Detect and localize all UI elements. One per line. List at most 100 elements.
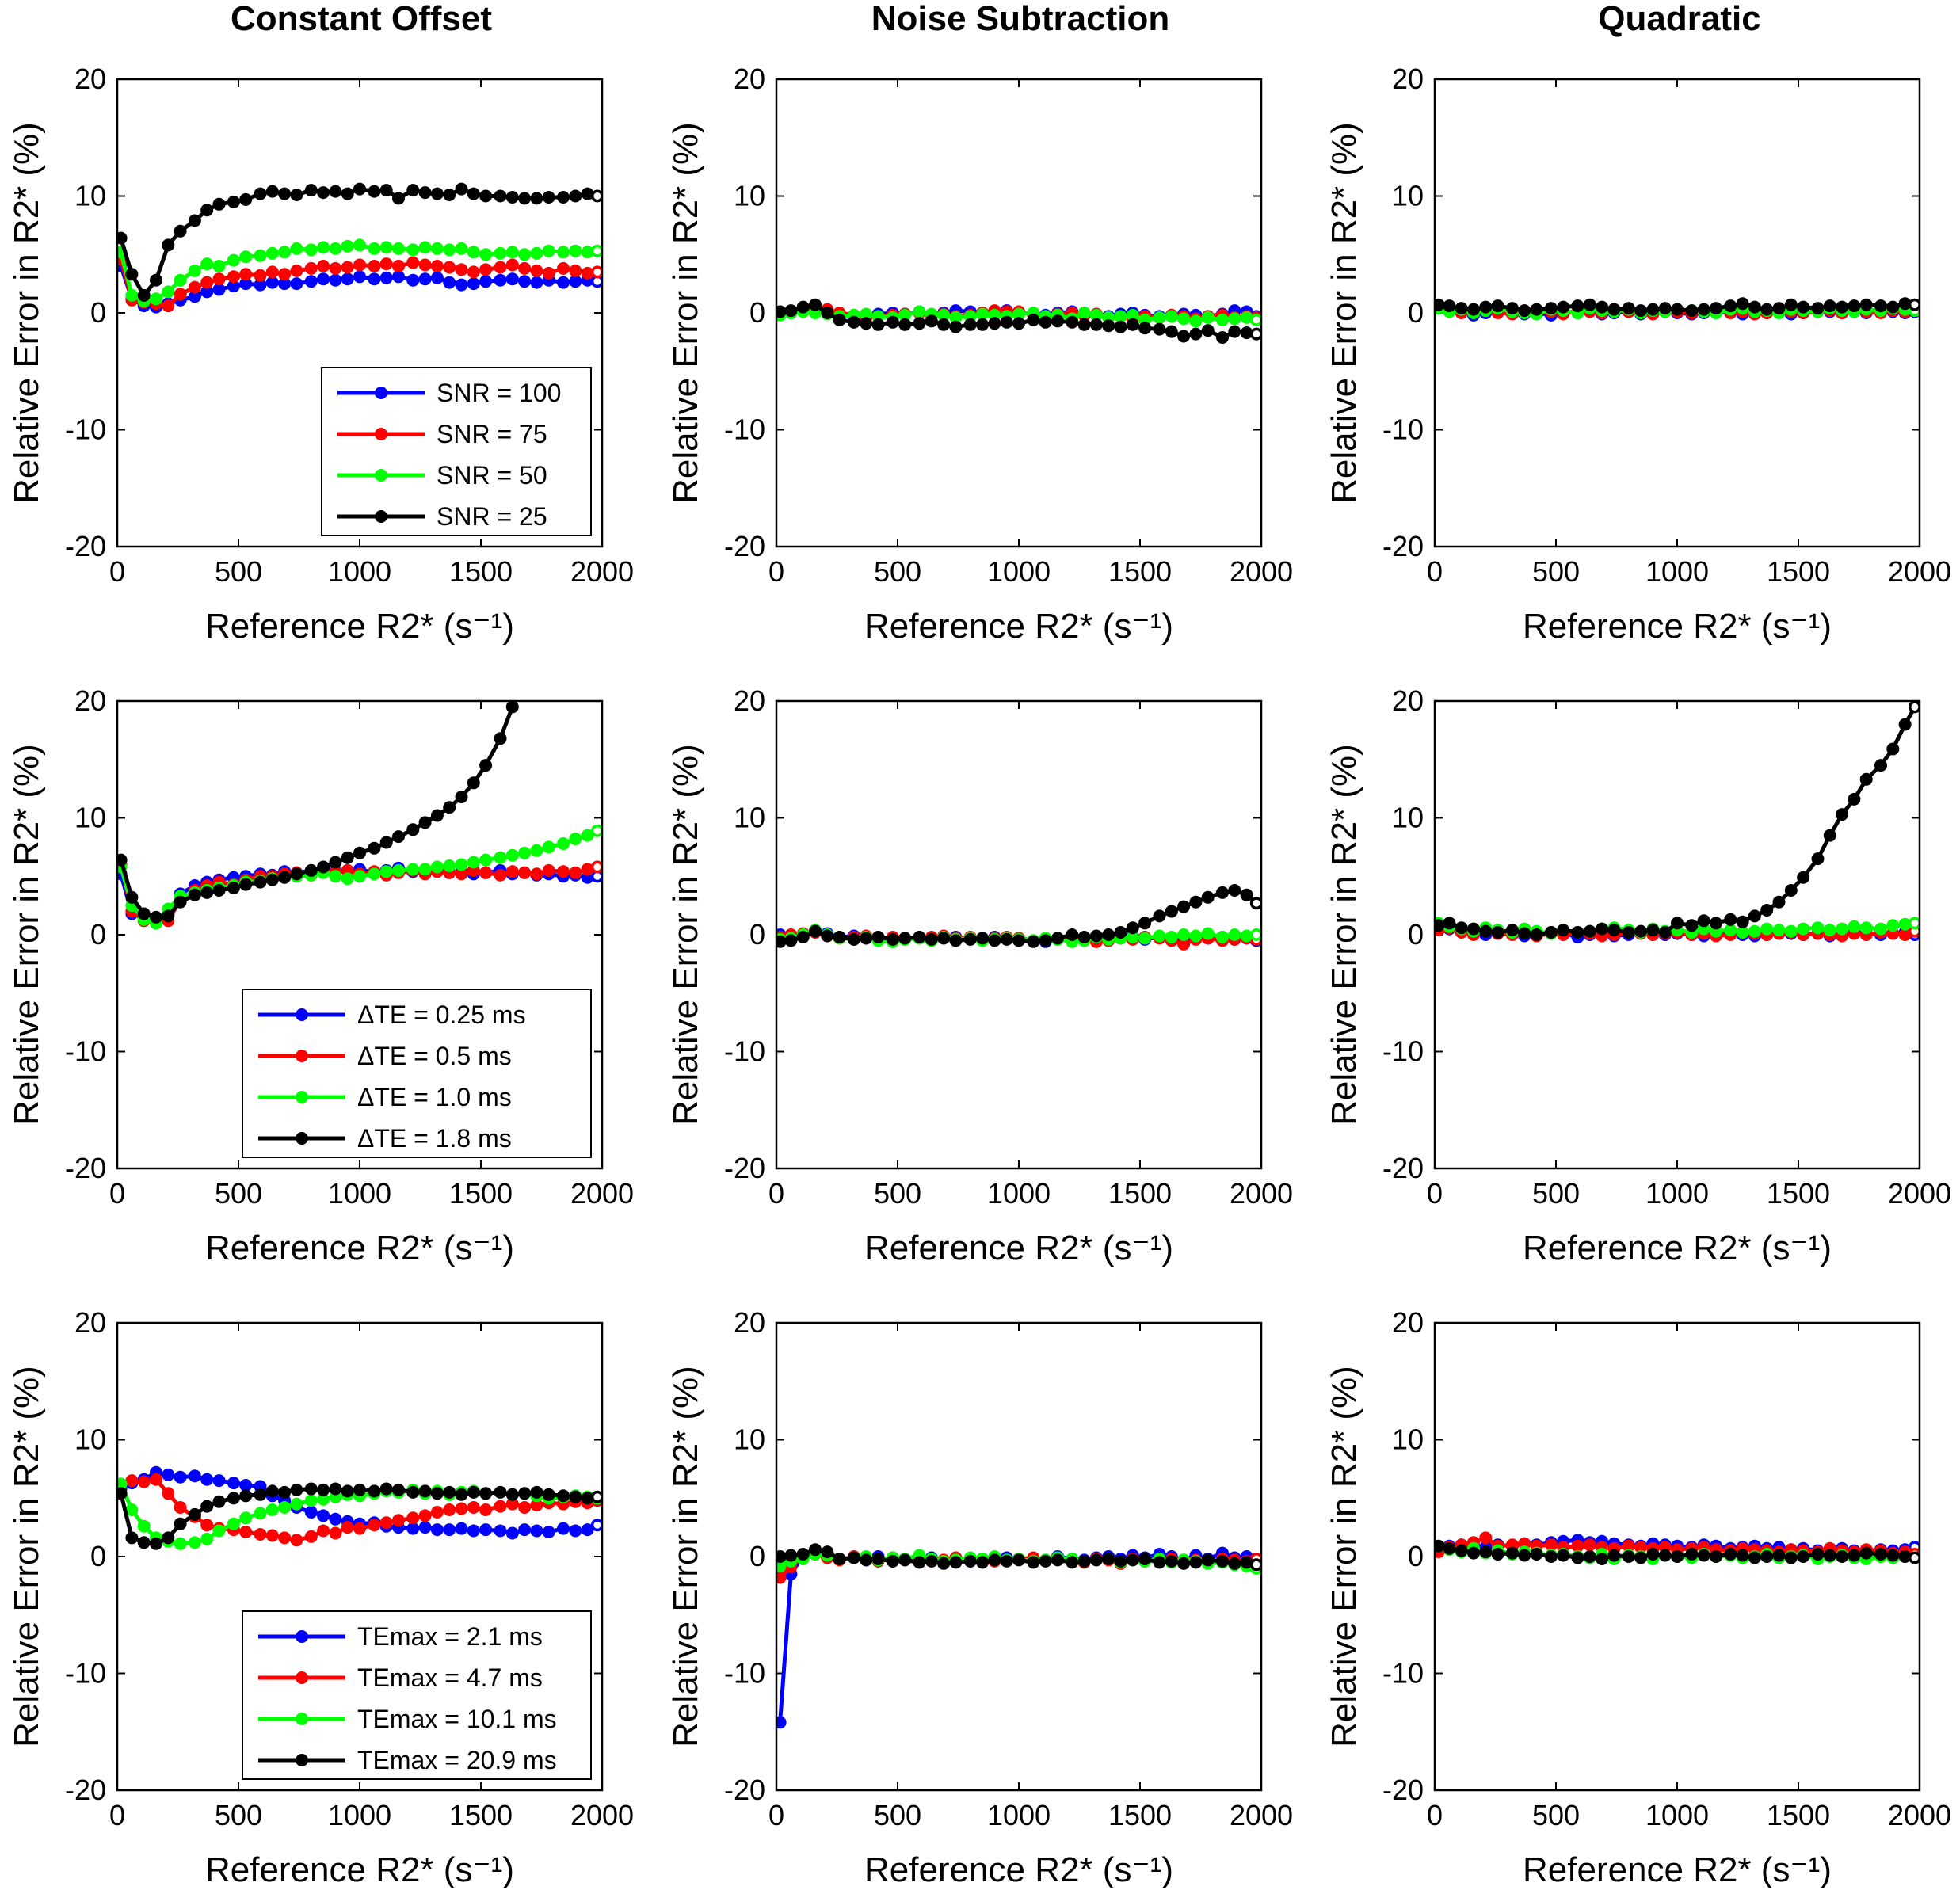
panel-r2-c2-series-te-1-8-ms-point-35	[1216, 886, 1229, 899]
panel-r2-c2-series-te-1-8-ms-point-10	[898, 932, 912, 945]
panel-r2-c1-series-te-1-8-ms-point-15	[304, 863, 318, 877]
panel-r1-c2-series-snr-25-point-3	[809, 298, 822, 311]
panel-r1-c2-series-snr-25-point-24	[1077, 318, 1091, 331]
panel-r2-c3-series-te-1-8-ms-point-10	[1557, 924, 1570, 937]
panel-r3-c2-series-temax-20-9-ms-point-21	[1039, 1554, 1052, 1568]
panel-r3-c1-series-temax-20-9-ms-point-9	[227, 1492, 240, 1505]
panel-r2-c2-series-te-1-8-ms-point-6	[847, 932, 860, 946]
panel-r1-c1: 0 500 1000 1500 2000 -20 -10 0 10 20 Reference R2*…	[7, 63, 634, 646]
panel-r2-c2-series-te-1-0-ms-point-33	[1189, 929, 1203, 943]
panel-r1-c1-series-snr-75-point-23	[406, 256, 420, 269]
panel-r2-c2-ylabel: Relative Error in R2* (%)	[666, 744, 705, 1126]
panel-r1-c3-series-snr-25-point-24	[1736, 297, 1749, 311]
panel-r2-c1-series-te-1-0-ms-point-29	[479, 853, 493, 867]
panel-r1-c2-series-snr-25-point-35	[1216, 331, 1229, 344]
panel-r3-c2-series-temax-20-9-ms-point-20	[1027, 1556, 1040, 1569]
panel-r1-c2-xtick-label-1000: 1000	[987, 555, 1051, 588]
panel-r1-c1-series-snr-75-point-35	[557, 261, 570, 275]
panel-r1-c1-series-snr-25-point-12	[265, 185, 279, 198]
panel-r3-c1-series-temax-2-1-ms-point-17	[329, 1512, 342, 1526]
panel-r1-c2-series-snr-25-point-34	[1201, 324, 1215, 337]
panel-r3-c2-series-temax-20-9-ms-endpoint	[1250, 1558, 1261, 1571]
panel-r3-c1-series-temax-2-1-ms-point-31	[505, 1526, 519, 1540]
panel-r1-c2-series-snr-25-point-25	[1089, 318, 1103, 331]
panel-r2-c2-series-te-1-8-ms-point-29	[1138, 917, 1152, 930]
panel-r2-c2-series-te-1-8-ms-point-7	[860, 932, 873, 945]
panel-r2-c1-series-te-0-5-ms-endpoint	[591, 861, 602, 873]
panel-r3-c1-series-temax-20-9-ms-point-24	[418, 1484, 432, 1498]
panel-r3-c1-series-temax-4-7-ms-point-12	[265, 1529, 279, 1542]
panel-r3-c2-ylabel: Relative Error in R2* (%)	[666, 1366, 705, 1747]
panel-r3-c3-series-temax-20-9-ms-endpoint	[1909, 1552, 1920, 1564]
panel-r2-c1-series-te-1-8-ms-point-8	[212, 884, 226, 897]
panel-r1-c2-series-snr-25-point-5	[833, 313, 846, 326]
panel-r3-c2-series-temax-20-9-ms-point-24	[1077, 1554, 1091, 1568]
panel-r1-c2-series-snr-25-point-4	[821, 307, 834, 319]
panel-r1-c1-series-snr-25-point-13	[278, 187, 292, 200]
panel-r1-c2-xtick-label-0: 0	[768, 555, 784, 588]
panel-r2-c2-series-te-1-8-ms-point-4	[821, 929, 834, 943]
panel-r1-c3-series-snr-25-point-14	[1607, 303, 1621, 316]
panel-r1-c1-series-snr-75-point-15	[304, 261, 318, 275]
panel-r1-c1-series-snr-100-point-31	[505, 272, 519, 286]
panel-r2-c1-legend-swatch-marker	[296, 1050, 308, 1062]
panel-r1-c3-series-snr-25-point-27	[1772, 302, 1786, 315]
panel-r3-c2-series-temax-20-9-ms-point-7	[860, 1553, 873, 1567]
panel-r2-c3-xtick-label-2000: 2000	[1888, 1177, 1951, 1210]
panel-r2-c2-series-te-1-8-ms-point-25	[1089, 929, 1103, 943]
panel-r1-c1-series-snr-25-point-23	[406, 184, 420, 197]
panel-r1-c1-series-snr-25-point-33	[530, 192, 543, 205]
panel-r1-c3-series-snr-25-point-21	[1697, 303, 1710, 316]
panel-r2-c3-xtick-label-1000: 1000	[1645, 1177, 1709, 1210]
panel-r3-c1-xtick-label-500: 500	[215, 1799, 262, 1831]
panel-r1-c2-ytick-label-20: 20	[734, 63, 765, 95]
panel-r1-c1-series-snr-25-point-22	[392, 192, 405, 205]
panel-r2-c2-series-te-1-8-ms-point-11	[913, 931, 926, 943]
column-titles: Constant Offset Noise Subtraction Quadra…	[231, 0, 1761, 38]
panel-r2-c1-series-te-1-8-ms-point-3	[150, 910, 162, 924]
panel-r2-c3-series-te-1-8-ms-point-37	[1898, 718, 1912, 731]
panel-r3-c1-series-temax-20-9-ms-point-23	[406, 1485, 420, 1499]
panel-r3-c3-series-temax-20-9-ms-point-4	[1479, 1545, 1493, 1559]
panel-r1-c1-series-snr-50-point-12	[265, 246, 279, 260]
panel-r2-c1-series-te-1-0-ms-point-36	[569, 833, 582, 845]
panel-r3-c1-series-temax-20-9-ms-point-26	[443, 1485, 456, 1499]
panel-r1-c2: 0 500 1000 1500 2000 -20 -10 0 10 20 Reference R2*…	[666, 63, 1293, 646]
panel-r2-c2-series-te-1-0-ms-point-31	[1165, 931, 1178, 943]
panel-r3-c1-series-temax-2-1-ms-point-24	[418, 1521, 432, 1534]
panel-r3-c2-xtick-label-2000: 2000	[1230, 1799, 1293, 1831]
panel-r2-c1-series-te-0-5-ms-point-35	[557, 865, 570, 878]
panel-r1-c3-series-snr-25-point-1	[1443, 299, 1456, 313]
panel-r1-c1-series-snr-50-point-5	[174, 273, 187, 287]
panel-r1-c3-series-snr-25-point-32	[1836, 300, 1849, 314]
panel-r3-c1-series-temax-2-1-ms-point-15	[304, 1506, 318, 1519]
panel-r3-c1-series-temax-20-9-ms-point-13	[278, 1485, 292, 1499]
panel-r3-c3-ytick-label-10: 10	[1392, 1423, 1424, 1456]
panel-r3-c1-series-temax-4-7-ms-point-3	[150, 1473, 162, 1486]
panel-r2-c3-series-te-1-8-ms-point-20	[1685, 919, 1699, 932]
panel-r1-c3-xtick-label-1500: 1500	[1767, 555, 1830, 588]
panel-r1-c1-ylabel: Relative Error in R2* (%)	[7, 122, 46, 504]
panel-r2-c2-xtick-label-1500: 1500	[1108, 1177, 1172, 1210]
panel-r2-c2-xlabel: Reference R2* (s⁻¹)	[864, 1229, 1173, 1267]
panel-r2-c1-series-te-0-5-ms-point-33	[530, 867, 543, 881]
panel-r3-c1-ytick-label--20: -20	[65, 1774, 106, 1806]
panel-r1-c1-series-snr-25-point-36	[569, 189, 582, 203]
panel-r1-c1-xtick-label-0: 0	[109, 555, 125, 588]
column-title-constant-offset: Constant Offset	[231, 0, 492, 38]
panel-r2-c1-series-te-1-0-ms-point-21	[379, 865, 393, 878]
panel-r1-c2-ytick-label--10: -10	[724, 413, 765, 446]
panel-r2-c2-xtick-label-0: 0	[768, 1177, 784, 1210]
panel-r1-c2-series-snr-25-point-17	[988, 317, 1001, 330]
panel-r1-c1-series-snr-100-point-26	[443, 276, 456, 289]
panel-r1-c2-series-snr-25-point-10	[898, 318, 912, 331]
panel-r3-c3-series-temax-20-9-ms-point-10	[1557, 1549, 1570, 1562]
panel-r1-c3-series-snr-25-point-8	[1530, 303, 1543, 316]
panel-r3-c3-series-temax-20-9-ms-point-28	[1784, 1551, 1798, 1564]
panel-r1-c1-series-snr-100-point-35	[557, 276, 570, 289]
panel-r1-c1-series-snr-25-point-21	[379, 184, 393, 197]
panel-r2-c1-legend-item-te-0-5-ms: ΔTE = 0.5 ms	[258, 1042, 512, 1070]
panel-r1-c1-series-snr-50-point-34	[542, 244, 555, 257]
panel-r1-c1-series-snr-100-point-21	[379, 271, 393, 284]
panel-r3-c1-series-temax-4-7-ms-point-1	[125, 1474, 139, 1488]
